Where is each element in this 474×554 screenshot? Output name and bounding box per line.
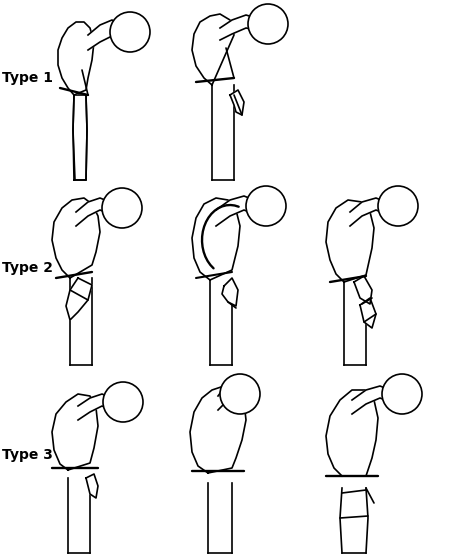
Polygon shape <box>230 90 244 115</box>
Circle shape <box>246 186 286 226</box>
Polygon shape <box>192 14 234 85</box>
Polygon shape <box>354 276 372 304</box>
Polygon shape <box>326 200 374 282</box>
Polygon shape <box>66 278 92 320</box>
Polygon shape <box>222 278 238 306</box>
Polygon shape <box>68 470 90 553</box>
Text: Type 2: Type 2 <box>2 261 53 275</box>
Polygon shape <box>58 22 94 95</box>
Polygon shape <box>78 394 112 420</box>
Polygon shape <box>86 474 98 498</box>
Polygon shape <box>76 198 110 226</box>
Circle shape <box>382 374 422 414</box>
Polygon shape <box>210 270 232 365</box>
Text: Type 1: Type 1 <box>2 71 53 85</box>
Polygon shape <box>350 198 386 226</box>
Circle shape <box>220 374 260 414</box>
Polygon shape <box>360 298 376 328</box>
Polygon shape <box>52 198 100 278</box>
Polygon shape <box>216 196 254 226</box>
Polygon shape <box>52 394 98 470</box>
Polygon shape <box>208 473 232 553</box>
Polygon shape <box>192 198 240 280</box>
Polygon shape <box>212 72 234 180</box>
Circle shape <box>248 4 288 44</box>
Polygon shape <box>70 268 92 365</box>
Polygon shape <box>88 20 120 50</box>
Polygon shape <box>352 386 390 414</box>
Circle shape <box>110 12 150 52</box>
Text: Type 3: Type 3 <box>2 448 53 462</box>
Polygon shape <box>218 386 236 410</box>
Circle shape <box>378 186 418 226</box>
Polygon shape <box>326 390 378 476</box>
Polygon shape <box>220 15 256 40</box>
Polygon shape <box>340 476 368 553</box>
Polygon shape <box>73 95 87 180</box>
Circle shape <box>103 382 143 422</box>
Circle shape <box>102 188 142 228</box>
Polygon shape <box>344 272 366 365</box>
Polygon shape <box>190 386 246 473</box>
